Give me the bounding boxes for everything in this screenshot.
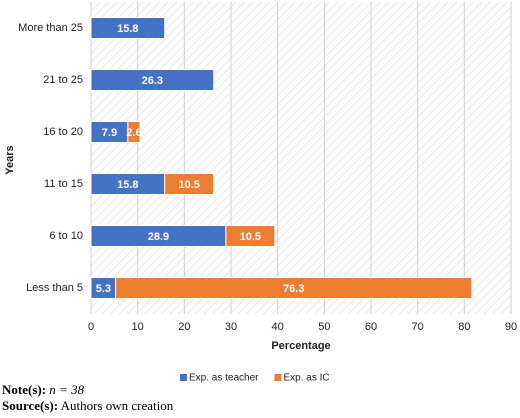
x-tick-label: 30 (225, 321, 237, 333)
source: Source(s): Authors own creation (2, 398, 173, 414)
data-label: 28.9 (148, 231, 169, 243)
note: Note(s): n = 38 (2, 382, 173, 398)
source-label: Source(s): (2, 398, 59, 413)
bar-segment (90, 17, 166, 39)
data-label: 7.9 (102, 127, 117, 139)
data-label: 26.3 (142, 75, 163, 87)
notes: Note(s): n = 38 Source(s): Authors own c… (2, 382, 173, 414)
data-label: 15.8 (117, 23, 138, 35)
bar-segment (115, 277, 473, 299)
y-tick-label: 11 to 15 (44, 178, 83, 190)
x-tick-label: 70 (412, 321, 424, 333)
data-label: 15.8 (117, 179, 138, 191)
bar-segment (164, 173, 215, 195)
plot-background (91, 2, 511, 314)
y-tick-label: 21 to 25 (43, 74, 83, 86)
bar-segment (225, 225, 276, 247)
data-label: 5.3 (96, 283, 111, 295)
legend-label: Exp. as teacher (189, 373, 259, 384)
legend-swatch (274, 374, 282, 381)
data-label: 10.5 (179, 179, 200, 191)
y-tick-label: More than 25 (18, 22, 83, 34)
x-axis-label: Percentage (271, 340, 330, 352)
note-text: n = 38 (49, 382, 85, 397)
x-tick-label: 0 (88, 321, 94, 333)
bar-segment (127, 121, 141, 143)
x-tick-label: 50 (318, 321, 330, 333)
bar-segment (90, 69, 215, 91)
source-text: Authors own creation (60, 398, 174, 413)
x-tick-label: 20 (178, 321, 190, 333)
x-tick-label: 10 (132, 321, 144, 333)
note-label: Note(s): (2, 382, 47, 397)
data-label: 76.3 (283, 283, 304, 295)
y-tick-label: 16 to 20 (43, 126, 83, 138)
y-tick-label: Less than 5 (26, 282, 83, 294)
legend-label: Exp. as IC (283, 373, 329, 384)
x-tick-label: 40 (272, 321, 284, 333)
x-tick-label: 60 (365, 321, 377, 333)
data-label: 10.5 (240, 231, 261, 243)
legend-swatch (180, 374, 187, 381)
y-tick-label: 6 to 10 (49, 230, 83, 242)
chart: Years Percentage 0 10 20 30 40 50 60 70 80 90 More… (4, 2, 517, 384)
x-tick-label: 90 (505, 321, 517, 333)
x-tick-label: 80 (458, 321, 470, 333)
y-axis-label: Years (4, 145, 16, 174)
data-label: 2.6 (126, 127, 141, 139)
